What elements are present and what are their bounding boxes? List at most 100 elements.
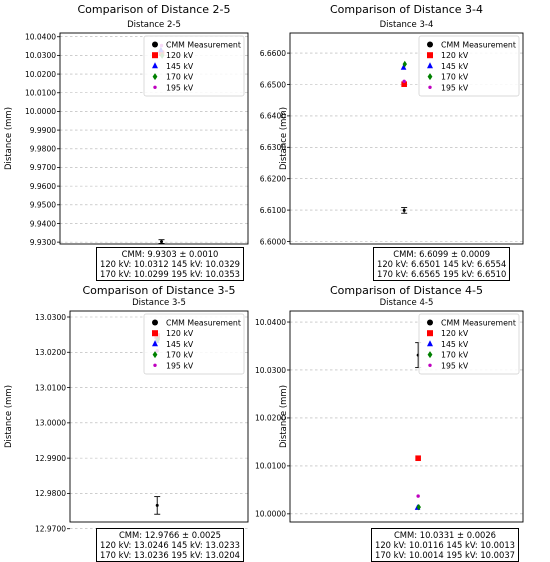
legend-label: CMM Measurement	[441, 319, 516, 328]
kv-point-170kv	[159, 52, 165, 59]
kv-point-195kv	[159, 43, 164, 48]
y-tick-label: 12.9700	[35, 525, 66, 534]
y-tick-label: 10.0400	[255, 318, 286, 327]
kv-point-120kv	[401, 81, 407, 87]
y-tick-label: 6.6300	[260, 143, 286, 152]
stats-line: 170 kV: 10.0014 195 kV: 10.0037	[375, 550, 515, 560]
y-tick-label: 13.0100	[35, 383, 66, 392]
y-tick-label: 10.0000	[255, 510, 286, 519]
legend-marker	[427, 319, 433, 326]
legend-label: 120 kV	[166, 329, 194, 338]
y-tick-label: 10.0200	[255, 414, 286, 423]
y-tick-label: 10.0300	[255, 366, 286, 375]
legend-marker	[427, 41, 433, 48]
axes-title: Distance 3-4	[380, 20, 434, 30]
legend-label: 170 kV	[166, 351, 194, 360]
legend-label: CMM Measurement	[166, 41, 241, 50]
legend-marker	[152, 330, 158, 337]
legend-label: CMM Measurement	[441, 41, 516, 50]
stats-line: 170 kV: 6.6565 195 kV: 6.6510	[377, 269, 507, 279]
legend-marker	[427, 340, 433, 347]
legend-marker	[428, 85, 432, 90]
legend-marker	[427, 73, 433, 81]
stats-line: CMM: 9.9303 ± 0.0010	[121, 249, 219, 259]
legend-label: 195 kV	[441, 83, 469, 92]
stats-line: 120 kV: 13.0246 145 kV: 13.0233	[100, 540, 240, 550]
kv-point-170kv	[402, 60, 407, 68]
legend-label: 170 kV	[441, 351, 469, 360]
y-tick-label: 9.9800	[30, 145, 56, 154]
panel-suptitle: Comparison of Distance 4-5	[329, 284, 484, 297]
axes-frame	[289, 310, 524, 523]
legend-marker	[152, 73, 158, 81]
y-tick-label: 9.9400	[30, 219, 56, 228]
kv-point-120kv	[158, 50, 165, 56]
cmm-error-bar	[158, 239, 165, 244]
kv-point-145kv	[414, 504, 421, 510]
y-tick-label: 12.9800	[35, 489, 66, 498]
stats-line: CMM: 10.0331 ± 0.0026	[393, 530, 497, 540]
kv-point-145kv	[153, 337, 160, 343]
kv-point-195kv	[402, 79, 406, 84]
y-tick-label: 6.6400	[260, 112, 286, 121]
stats-box: CMM: 6.6099 ± 0.0009 120 kV: 6.6501 145 k…	[373, 247, 511, 281]
y-tick-label: 9.9500	[30, 201, 56, 210]
y-axis-label: Distance (mm)	[279, 107, 289, 170]
kv-point-120kv	[415, 455, 421, 462]
stats-line: 120 kV: 10.0116 145 kV: 10.0013	[375, 540, 515, 550]
cmm-error-bar	[401, 207, 408, 214]
kv-point-195kv	[416, 494, 420, 498]
y-axis-label: Distance (mm)	[4, 107, 14, 170]
y-tick-label: 6.6200	[260, 174, 286, 183]
legend-label: 120 kV	[441, 51, 469, 60]
panel-suptitle: Comparison of Distance 3-4	[329, 3, 484, 16]
legend-label: CMM Measurement	[166, 319, 241, 328]
y-tick-label: 10.0100	[25, 89, 56, 98]
legend-marker	[152, 351, 158, 359]
legend-marker	[427, 62, 433, 69]
y-tick-label: 10.0400	[25, 33, 56, 42]
legend-label: 145 kV	[441, 340, 469, 349]
legend-marker	[427, 52, 433, 59]
y-tick-label: 12.9900	[35, 454, 66, 463]
legend-marker	[152, 62, 158, 69]
legend-label: 195 kV	[166, 83, 194, 92]
kv-point-170kv	[155, 336, 161, 343]
legend-label: 145 kV	[166, 62, 194, 71]
axes-title: Distance 3-5	[132, 298, 186, 308]
kv-point-145kv	[158, 46, 164, 53]
stats-line: 120 kV: 10.0312 145 kV: 10.0329	[100, 259, 240, 269]
y-tick-label: 6.6000	[260, 237, 286, 246]
legend-label: 145 kV	[166, 340, 194, 349]
axes-title: Distance 4-5	[380, 298, 434, 308]
legend-marker	[428, 363, 432, 367]
cmm-point	[155, 503, 159, 507]
y-tick-label: 10.0300	[25, 51, 56, 60]
panel-suptitle: Comparison of Distance 3-5	[82, 284, 236, 297]
axes-frame	[69, 310, 249, 523]
stats-box: CMM: 9.9303 ± 0.0010 120 kV: 10.0312 145 …	[96, 247, 244, 281]
stats-box: CMM: 12.9766 ± 0.0025 120 kV: 13.0246 145…	[96, 528, 244, 562]
kv-point-120kv	[154, 333, 161, 339]
y-tick-label: 9.9900	[30, 126, 56, 135]
stats-line: 170 kV: 10.0299 195 kV: 10.0353	[100, 269, 240, 279]
panel-suptitle: Comparison of Distance 2-5	[77, 3, 231, 16]
y-tick-label: 13.0200	[35, 348, 66, 357]
y-tick-label: 10.0000	[25, 107, 56, 116]
kv-point-170kv	[416, 503, 421, 511]
legend-label: 170 kV	[441, 73, 469, 82]
y-tick-label: 13.0300	[35, 313, 66, 322]
stats-box: CMM: 10.0331 ± 0.0026 120 kV: 10.0116 145…	[371, 528, 519, 562]
y-tick-label: 6.6500	[260, 80, 286, 89]
cmm-point	[402, 208, 406, 212]
legend-marker	[152, 319, 158, 326]
legend-label: 195 kV	[441, 361, 469, 370]
y-tick-label: 9.9700	[30, 163, 56, 172]
legend-marker	[152, 41, 158, 48]
legend-marker	[427, 351, 433, 359]
stats-line: 170 kV: 13.0236 195 kV: 13.0204	[100, 550, 240, 560]
stats-line: CMM: 12.9766 ± 0.0025	[118, 530, 222, 540]
legend-marker	[152, 52, 158, 59]
y-axis-label: Distance (mm)	[4, 385, 14, 448]
